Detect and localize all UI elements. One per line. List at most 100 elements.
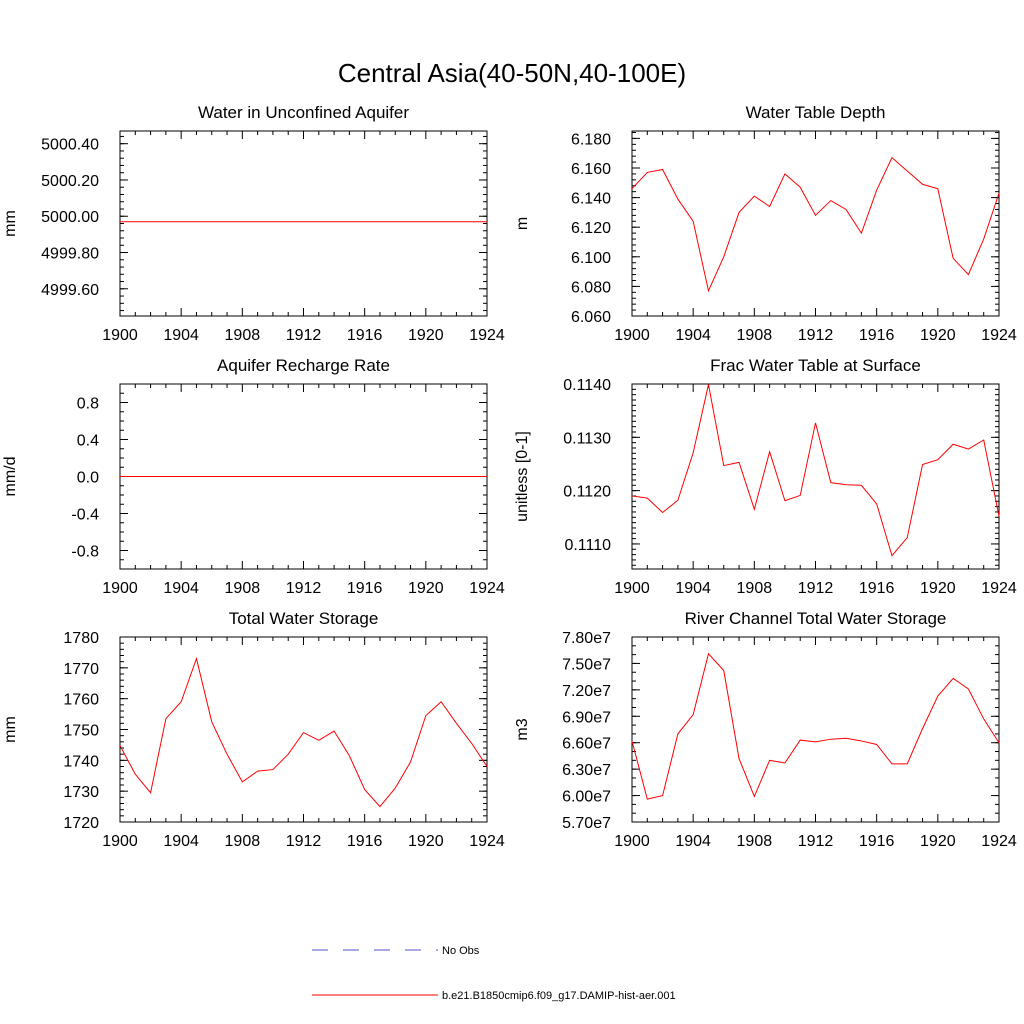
x-tick-label: 1924 bbox=[981, 833, 1017, 850]
x-tick-label: 1900 bbox=[614, 327, 650, 344]
x-tick-label: 1908 bbox=[225, 833, 261, 850]
y-tick-label: 1720 bbox=[63, 815, 99, 832]
x-tick-label: 1912 bbox=[798, 833, 834, 850]
y-tick-label: 6.60e7 bbox=[562, 736, 611, 753]
series-line bbox=[631, 384, 1000, 557]
legend: No Obs b.e21.B1850cmip6.f09_g17.DAMIP-hi… bbox=[312, 945, 676, 1002]
y-tick-label: 4999.60 bbox=[41, 282, 99, 299]
y-axis-label: m bbox=[514, 217, 531, 230]
x-tick-label: 1912 bbox=[286, 833, 322, 850]
x-tick-label: 1916 bbox=[347, 580, 383, 597]
plot-frame bbox=[119, 130, 488, 317]
x-tick-label: 1908 bbox=[225, 580, 261, 597]
y-tick-label: 5000.00 bbox=[41, 209, 99, 226]
x-tick-label: 1908 bbox=[737, 327, 773, 344]
y-tick-label: 6.100 bbox=[571, 250, 611, 267]
x-tick-label: 1920 bbox=[408, 833, 444, 850]
series-line bbox=[631, 652, 1000, 800]
x-tick-label: 1900 bbox=[614, 580, 650, 597]
x-tick-label: 1916 bbox=[859, 327, 895, 344]
x-tick-label: 1904 bbox=[163, 327, 199, 344]
y-tick-label: 0.4 bbox=[77, 433, 99, 450]
y-tick-label: 6.140 bbox=[571, 191, 611, 208]
x-tick-label: 1900 bbox=[102, 580, 138, 597]
panel-title: Aquifer Recharge Rate bbox=[217, 356, 390, 375]
x-tick-label: 1900 bbox=[102, 327, 138, 344]
y-axis-label: m3 bbox=[514, 718, 531, 740]
plot-frame bbox=[631, 383, 1000, 570]
x-tick-label: 1924 bbox=[469, 327, 505, 344]
y-tick-label: 6.30e7 bbox=[562, 762, 611, 779]
x-tick-label: 1904 bbox=[163, 580, 199, 597]
panel-title: Water in Unconfined Aquifer bbox=[198, 103, 409, 122]
y-tick-label: 5000.40 bbox=[41, 137, 99, 154]
y-axis-label: mm bbox=[2, 210, 19, 237]
y-tick-label: 1750 bbox=[63, 723, 99, 740]
plot-frame bbox=[119, 636, 488, 823]
x-tick-label: 1908 bbox=[737, 580, 773, 597]
y-tick-label: 0.8 bbox=[77, 396, 99, 413]
y-axis-label: unitless [0-1] bbox=[514, 431, 531, 522]
panel-4: Frac Water Table at Surface unitless [0-1… bbox=[514, 356, 1017, 597]
y-tick-label: 7.50e7 bbox=[562, 656, 611, 673]
x-tick-label: 1904 bbox=[675, 327, 711, 344]
y-tick-label: -0.8 bbox=[71, 544, 99, 561]
y-tick-label: 0.1110 bbox=[564, 537, 611, 554]
y-tick-label: 0.0 bbox=[77, 470, 99, 487]
x-tick-label: 1912 bbox=[798, 580, 834, 597]
x-tick-label: 1916 bbox=[859, 833, 895, 850]
panel-title: Frac Water Table at Surface bbox=[710, 356, 921, 375]
x-tick-label: 1920 bbox=[920, 580, 956, 597]
x-tick-label: 1904 bbox=[675, 580, 711, 597]
x-tick-label: 1916 bbox=[347, 833, 383, 850]
y-tick-label: 1730 bbox=[63, 784, 99, 801]
y-tick-label: 1770 bbox=[63, 661, 99, 678]
y-tick-label: 0.1130 bbox=[563, 430, 611, 447]
y-tick-label: -0.4 bbox=[71, 507, 99, 524]
x-tick-label: 1912 bbox=[286, 327, 322, 344]
x-tick-label: 1912 bbox=[798, 327, 834, 344]
x-tick-label: 1900 bbox=[614, 833, 650, 850]
y-tick-label: 6.00e7 bbox=[562, 789, 611, 806]
x-tick-label: 1904 bbox=[163, 833, 199, 850]
plot-frame bbox=[631, 130, 1000, 317]
y-tick-label: 0.1140 bbox=[563, 377, 611, 394]
y-tick-label: 0.1120 bbox=[563, 484, 611, 501]
y-tick-label: 6.120 bbox=[571, 220, 611, 237]
y-tick-label: 5000.20 bbox=[41, 173, 99, 190]
x-tick-label: 1924 bbox=[981, 580, 1017, 597]
panel-6: River Channel Total Water Storage m3 1900 1… bbox=[514, 609, 1017, 850]
y-tick-label: 6.060 bbox=[571, 309, 611, 326]
panel-title: Total Water Storage bbox=[229, 609, 379, 628]
y-tick-label: 6.180 bbox=[571, 131, 611, 148]
x-tick-label: 1920 bbox=[408, 327, 444, 344]
y-tick-label: 1780 bbox=[63, 630, 99, 647]
y-tick-label: 6.160 bbox=[571, 161, 611, 178]
panel-title: Water Table Depth bbox=[746, 103, 886, 122]
x-tick-label: 1920 bbox=[408, 580, 444, 597]
x-tick-label: 1908 bbox=[737, 833, 773, 850]
y-tick-label: 1760 bbox=[63, 692, 99, 709]
y-tick-label: 7.20e7 bbox=[562, 683, 611, 700]
panel-5: Total Water Storage mm 1900 1904 1908 1912 191… bbox=[2, 609, 505, 850]
x-tick-label: 1900 bbox=[102, 833, 138, 850]
y-axis-label: mm bbox=[2, 716, 19, 743]
y-tick-label: 1740 bbox=[63, 753, 99, 770]
x-tick-label: 1920 bbox=[920, 833, 956, 850]
y-tick-label: 6.90e7 bbox=[562, 709, 611, 726]
figure-title: Central Asia(40-50N,40-100E) bbox=[338, 58, 686, 88]
x-tick-label: 1924 bbox=[469, 833, 505, 850]
legend-label-no-obs: No Obs bbox=[442, 945, 480, 957]
series-line bbox=[119, 656, 488, 808]
panel-3: Aquifer Recharge Rate mm/d 1900 1904 1908 191… bbox=[2, 356, 505, 597]
x-tick-label: 1920 bbox=[920, 327, 956, 344]
panel-2: Water Table Depth m 1900 1904 1908 1912 1916 19… bbox=[514, 103, 1017, 344]
y-tick-label: 7.80e7 bbox=[562, 630, 611, 647]
x-tick-label: 1916 bbox=[347, 327, 383, 344]
y-axis-label: mm/d bbox=[2, 457, 19, 497]
panel-1: Water in Unconfined Aquifer mm 1900 1904 190… bbox=[2, 103, 505, 344]
x-tick-label: 1924 bbox=[469, 580, 505, 597]
x-tick-label: 1916 bbox=[859, 580, 895, 597]
x-tick-label: 1924 bbox=[981, 327, 1017, 344]
